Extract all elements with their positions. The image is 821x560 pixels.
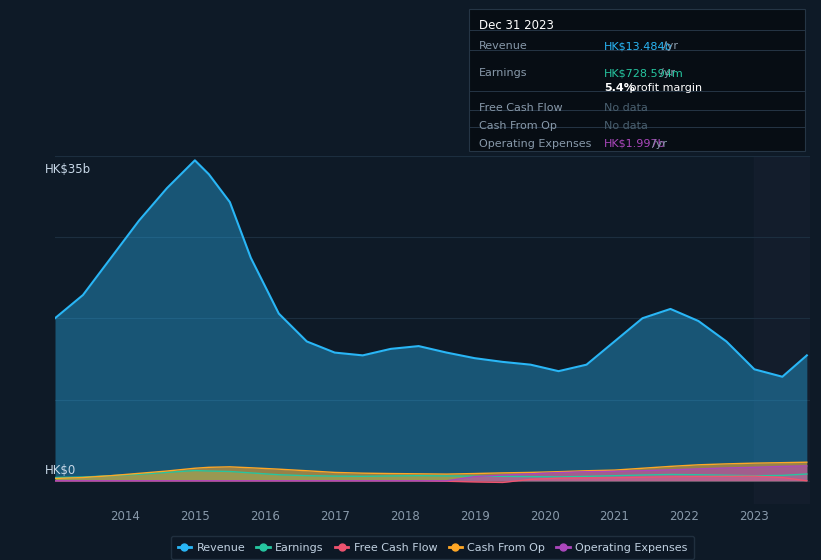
Text: HK$13.484b: HK$13.484b <box>604 41 673 51</box>
Text: /yr: /yr <box>663 41 678 51</box>
Text: Revenue: Revenue <box>479 41 527 51</box>
Text: profit margin: profit margin <box>626 83 703 94</box>
Text: No data: No data <box>604 121 648 131</box>
Text: /yr: /yr <box>652 139 667 149</box>
Legend: Revenue, Earnings, Free Cash Flow, Cash From Op, Operating Expenses: Revenue, Earnings, Free Cash Flow, Cash … <box>171 536 695 559</box>
Text: HK$1.997b: HK$1.997b <box>604 139 666 149</box>
Text: HK$35b: HK$35b <box>44 163 90 176</box>
Text: HK$728.594m: HK$728.594m <box>604 68 684 78</box>
Bar <box>754 156 814 504</box>
Text: HK$0: HK$0 <box>44 464 76 477</box>
Text: Free Cash Flow: Free Cash Flow <box>479 103 562 113</box>
Text: Earnings: Earnings <box>479 68 527 78</box>
Text: Cash From Op: Cash From Op <box>479 121 557 131</box>
Text: /yr: /yr <box>660 68 675 78</box>
Text: Operating Expenses: Operating Expenses <box>479 139 591 149</box>
Text: 5.4%: 5.4% <box>604 83 635 94</box>
Text: Dec 31 2023: Dec 31 2023 <box>479 19 553 32</box>
Text: No data: No data <box>604 103 648 113</box>
